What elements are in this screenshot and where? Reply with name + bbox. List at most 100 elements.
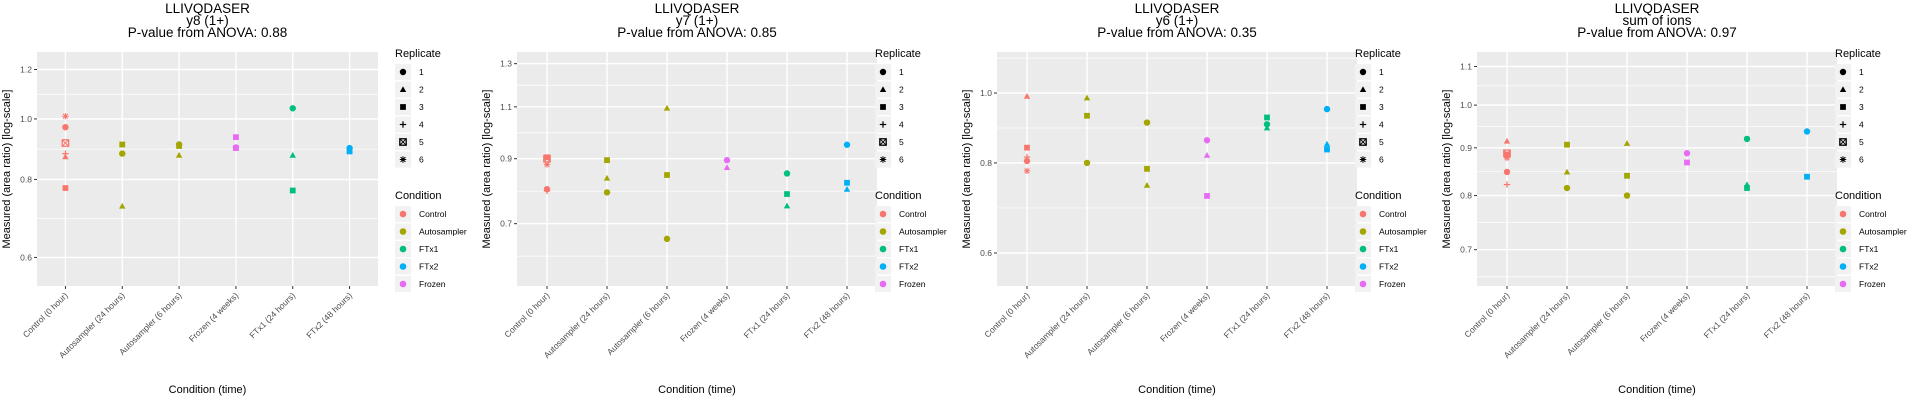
chart-title-line: y8 (1+) [186,13,228,28]
data-point [1023,157,1031,165]
legend-shape-icon [1359,86,1367,93]
y-tick-label: 1.0 [980,88,992,98]
legend-label-replicate: 3 [1379,102,1384,112]
legend-label-replicate: 5 [899,137,904,147]
legend-title-replicate: Replicate [875,48,921,60]
legend-label-replicate: 5 [1859,137,1864,147]
legend-shape-icon [1359,68,1367,76]
legend-color-dot-icon [879,245,887,253]
legend-color-dot-icon [879,280,887,288]
legend-shape-icon [1839,156,1847,163]
legend-shape-icon [879,138,887,146]
legend-label-replicate: 2 [899,85,904,95]
legend-4: Replicate 1 2 3 4 5 6 Condition Control Autosampl… [1835,48,1907,292]
data-point [1624,172,1630,179]
y-tick-label: 1.3 [500,59,512,69]
x-tick-label: Control (0 hour) [982,290,1031,339]
legend-label-replicate: 2 [1859,85,1864,95]
legend-color-dot-icon [1359,263,1367,270]
legend-color-dot-icon [399,210,407,218]
data-point [663,104,671,111]
data-point [1143,182,1151,188]
data-point [61,139,70,147]
y-tick-label: 0.8 [1460,191,1472,201]
chart-title-line: P-value from ANOVA: 0.35 [1097,25,1257,40]
y-tick-label: 1.0 [20,114,32,124]
legend-2: Replicate 1 2 3 4 5 6 Condition Control Autosampl… [875,48,947,292]
box [399,138,407,146]
legend-title-condition: Condition [395,190,441,202]
legend-label-condition: Autosampler [899,227,947,237]
x-tick-label: Autosampler (24 hours) [542,290,612,360]
data-point [844,179,850,186]
x-tick-label: Frozen (4 weeks) [678,290,732,344]
legend-color-dot-icon [399,280,407,288]
legend-title-replicate: Replicate [1835,48,1881,60]
x-tick-label: Autosampler (6 hours) [1085,290,1152,357]
data-point [1204,193,1210,199]
legend-shape-icon [879,68,887,76]
x-tick-label: Control (0 hour) [1462,290,1511,339]
legend-label-condition: Control [419,209,447,219]
legend-title-condition: Condition [1355,190,1401,202]
legend-shape-icon [880,104,886,110]
data-point [1804,173,1810,180]
legend-shape-icon [399,86,407,93]
data-point [119,202,126,209]
x-tick-label: Control (0 hour) [502,290,551,339]
legend-label-condition: Control [1379,209,1407,219]
x-tick-label: FTx1 (24 hours) [247,290,297,340]
legend-title-condition: Condition [1835,190,1881,202]
x-tick-label: Autosampler (6 hours) [605,290,672,357]
legend-label-condition: Frozen [1379,279,1406,289]
data-point [289,105,296,112]
data-point [346,148,353,155]
box [1359,138,1367,146]
y-tick-label: 0.6 [980,248,992,258]
box-x2 [543,155,551,163]
data-point [1503,168,1511,176]
legend-label-replicate: 6 [899,155,904,165]
x-tick-label: Frozen (4 weeks) [1638,290,1692,344]
y-axis-label: Measured (area ratio) [log-scale] [1441,90,1453,249]
ast-d2 [1024,168,1030,174]
data-point [783,170,791,177]
x-axis-label: Condition (time) [1138,384,1216,396]
legend-color-dot-icon [879,228,887,235]
y-tick-label: 0.7 [1460,245,1472,255]
data-point [723,156,731,164]
x-tick-label: FTx2 (48 hours) [802,290,852,340]
legend-label-replicate: 3 [1859,102,1864,112]
x-tick-label: Autosampler (6 hours) [1565,290,1632,357]
chart-title-line: LLIVQDASER [165,1,250,16]
legend-shape-icon [879,156,887,163]
y-tick-label: 0.8 [20,174,32,184]
legend-shape-icon [1359,156,1367,163]
data-point [1263,124,1271,131]
legend-label-replicate: 4 [899,120,904,130]
plot-background [997,52,1357,286]
data-point [1263,121,1271,128]
panel-1: 0.6 0.8 1.0 1.2 Control (0 hour) Autosampler … [1,1,378,396]
x-tick-label: Frozen (4 weeks) [187,290,241,344]
y-tick-label: 1.2 [20,64,32,74]
ast-d2 [1840,156,1846,163]
x-tick-label: Autosampler (6 hours) [117,290,184,357]
legend-label-condition: FTx1 [419,244,439,254]
y-axis-label: Measured (area ratio) [log-scale] [481,90,493,249]
legend-3: Replicate 1 2 3 4 5 6 Condition Control Autosampl… [1355,48,1427,292]
data-point [289,187,296,194]
legend-label-condition: Control [899,209,927,219]
legend-color-dot-icon [1359,228,1367,235]
data-point [62,123,69,131]
x-tick-label: FTx1 (24 hours) [742,290,792,340]
legend-title-condition: Condition [875,190,921,202]
data-point [1503,181,1511,188]
chart-title-line: LLIVQDASER [1615,1,1700,16]
legend-shape-icon [1839,86,1847,93]
legend-label-replicate: 1 [1379,67,1384,77]
chart-title-line: y7 (1+) [676,13,718,28]
y-tick-label: 1.1 [500,102,512,112]
x-tick-label: Autosampler (24 hours) [1022,290,1092,360]
